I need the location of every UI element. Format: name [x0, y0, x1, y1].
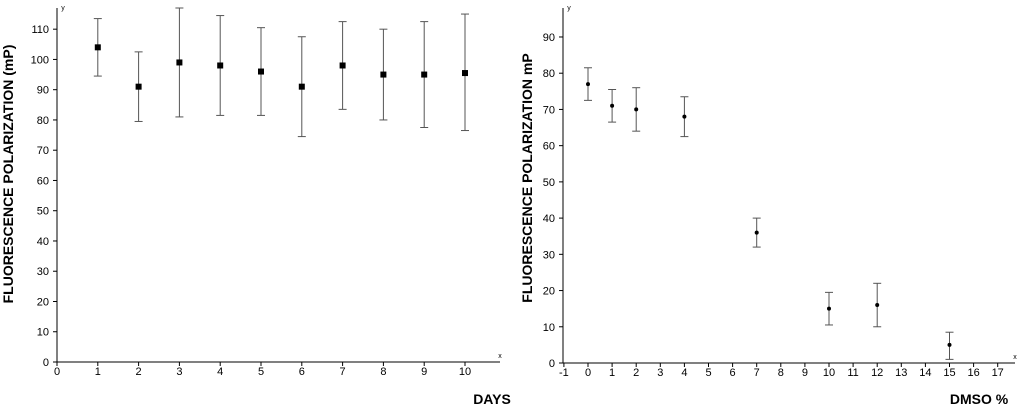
dmso-data-point: [947, 342, 952, 347]
days-y-tick-label: 40: [37, 236, 49, 248]
chart-days-x-axis-title: DAYS: [473, 391, 511, 406]
dmso-x-tick-label: -1: [559, 367, 569, 379]
dmso-x-tick-label: 1: [609, 367, 615, 379]
days-data-point: [339, 62, 346, 69]
dmso-x-tick-label: 17: [992, 367, 1004, 379]
days-data-point: [421, 71, 428, 78]
days-x-tick-label: 5: [258, 366, 264, 378]
dmso-x-tick-label: 12: [871, 367, 883, 379]
days-y-tick-label: 100: [31, 54, 49, 66]
dmso-y-tick-label: 70: [543, 104, 555, 116]
days-data-point: [94, 44, 101, 51]
chart-days-plot-area: x y 0 10 20 30 40 50 60 70 80 90 100 110 0 1 2 3 4 5 6 7 8 9 10: [31, 5, 503, 378]
dmso-y-tick-label: 50: [543, 177, 555, 189]
days-data-point: [380, 71, 387, 78]
chart-dmso-x-axis-title: DMSO %: [950, 391, 1009, 406]
days-y-tick-label: 60: [37, 175, 49, 187]
days-y-tick-label: 50: [37, 206, 49, 218]
dmso-x-tick-label: 15: [943, 367, 955, 379]
days-data-point: [217, 62, 224, 69]
days-y-tick-label: 30: [37, 266, 49, 278]
days-x-axis-letter: x: [498, 353, 502, 360]
dmso-x-tick-label: 8: [778, 367, 784, 379]
dmso-x-tick-label: 4: [681, 367, 687, 379]
days-y-tick-label: 0: [43, 357, 49, 369]
days-x-tick-label: 10: [459, 366, 471, 378]
chart-days-y-axis-title: FLUORESCENCE POLARIZATION (mP): [0, 45, 16, 304]
days-x-tick-label: 8: [380, 366, 386, 378]
dmso-y-tick-label: 40: [543, 213, 555, 225]
days-x-tick-label: 6: [299, 366, 305, 378]
dmso-x-tick-label: 7: [754, 367, 760, 379]
dmso-x-axis-letter: x: [1013, 354, 1017, 361]
dmso-x-tick-label: 3: [657, 367, 663, 379]
dmso-x-tick-label: 6: [730, 367, 736, 379]
days-data-point: [462, 70, 468, 77]
dmso-data-point: [827, 306, 831, 311]
dmso-data-point: [586, 82, 590, 87]
days-y-tick-label: 10: [37, 327, 49, 339]
days-data-point: [176, 59, 183, 66]
dmso-y-tick-label: 30: [543, 249, 555, 261]
dmso-data-point: [754, 230, 759, 235]
dmso-y-axis-letter: y: [567, 5, 571, 12]
days-data-point: [135, 83, 142, 90]
days-y-tick-label: 70: [37, 145, 49, 157]
dmso-y-tick-label: 10: [543, 322, 555, 334]
dmso-x-tick-label: 16: [967, 367, 979, 379]
days-x-tick-label: 0: [54, 366, 60, 378]
dmso-data-point: [875, 303, 880, 308]
dmso-x-tick-label: 14: [919, 367, 931, 379]
dmso-y-tick-label: 60: [543, 141, 555, 153]
days-y-tick-label: 20: [37, 296, 49, 308]
days-x-tick-label: 4: [217, 366, 223, 378]
days-x-tick-label: 9: [421, 366, 427, 378]
dmso-x-tick-label: 0: [585, 367, 591, 379]
dmso-y-tick-label: 80: [543, 68, 555, 80]
days-data-point: [298, 83, 305, 90]
days-y-tick-label: 90: [37, 85, 49, 97]
dmso-data-point: [634, 107, 639, 112]
days-y-axis-letter: y: [61, 5, 65, 12]
dmso-y-tick-label: 90: [543, 32, 555, 44]
dmso-x-tick-label: 5: [705, 367, 711, 379]
chart-dmso: FLUORESCENCE POLARIZATION mP DMSO % x y 0 1…: [519, 5, 1017, 406]
days-x-tick-label: 2: [136, 366, 142, 378]
days-data-point: [258, 68, 264, 75]
days-x-tick-label: 1: [95, 366, 101, 378]
dmso-data-point: [682, 114, 687, 119]
days-y-tick-label: 110: [31, 24, 49, 36]
dmso-x-tick-label: 9: [802, 367, 808, 379]
days-x-tick-label: 3: [176, 366, 182, 378]
dmso-y-tick-label: 0: [549, 358, 555, 370]
chart-dmso-y-axis-title: FLUORESCENCE POLARIZATION mP: [519, 53, 535, 302]
dmso-x-tick-label: 2: [633, 367, 639, 379]
dmso-x-tick-label: 11: [847, 367, 858, 379]
days-y-tick-label: 80: [37, 115, 49, 127]
days-x-tick-label: 7: [340, 366, 346, 378]
dmso-y-tick-label: 20: [543, 286, 555, 298]
dmso-x-tick-label: 13: [895, 367, 907, 379]
dmso-x-tick-label: 10: [823, 367, 835, 379]
chart-days: FLUORESCENCE POLARIZATION (mP) DAYS x y 0 1…: [0, 5, 511, 406]
dmso-data-point: [610, 103, 615, 108]
